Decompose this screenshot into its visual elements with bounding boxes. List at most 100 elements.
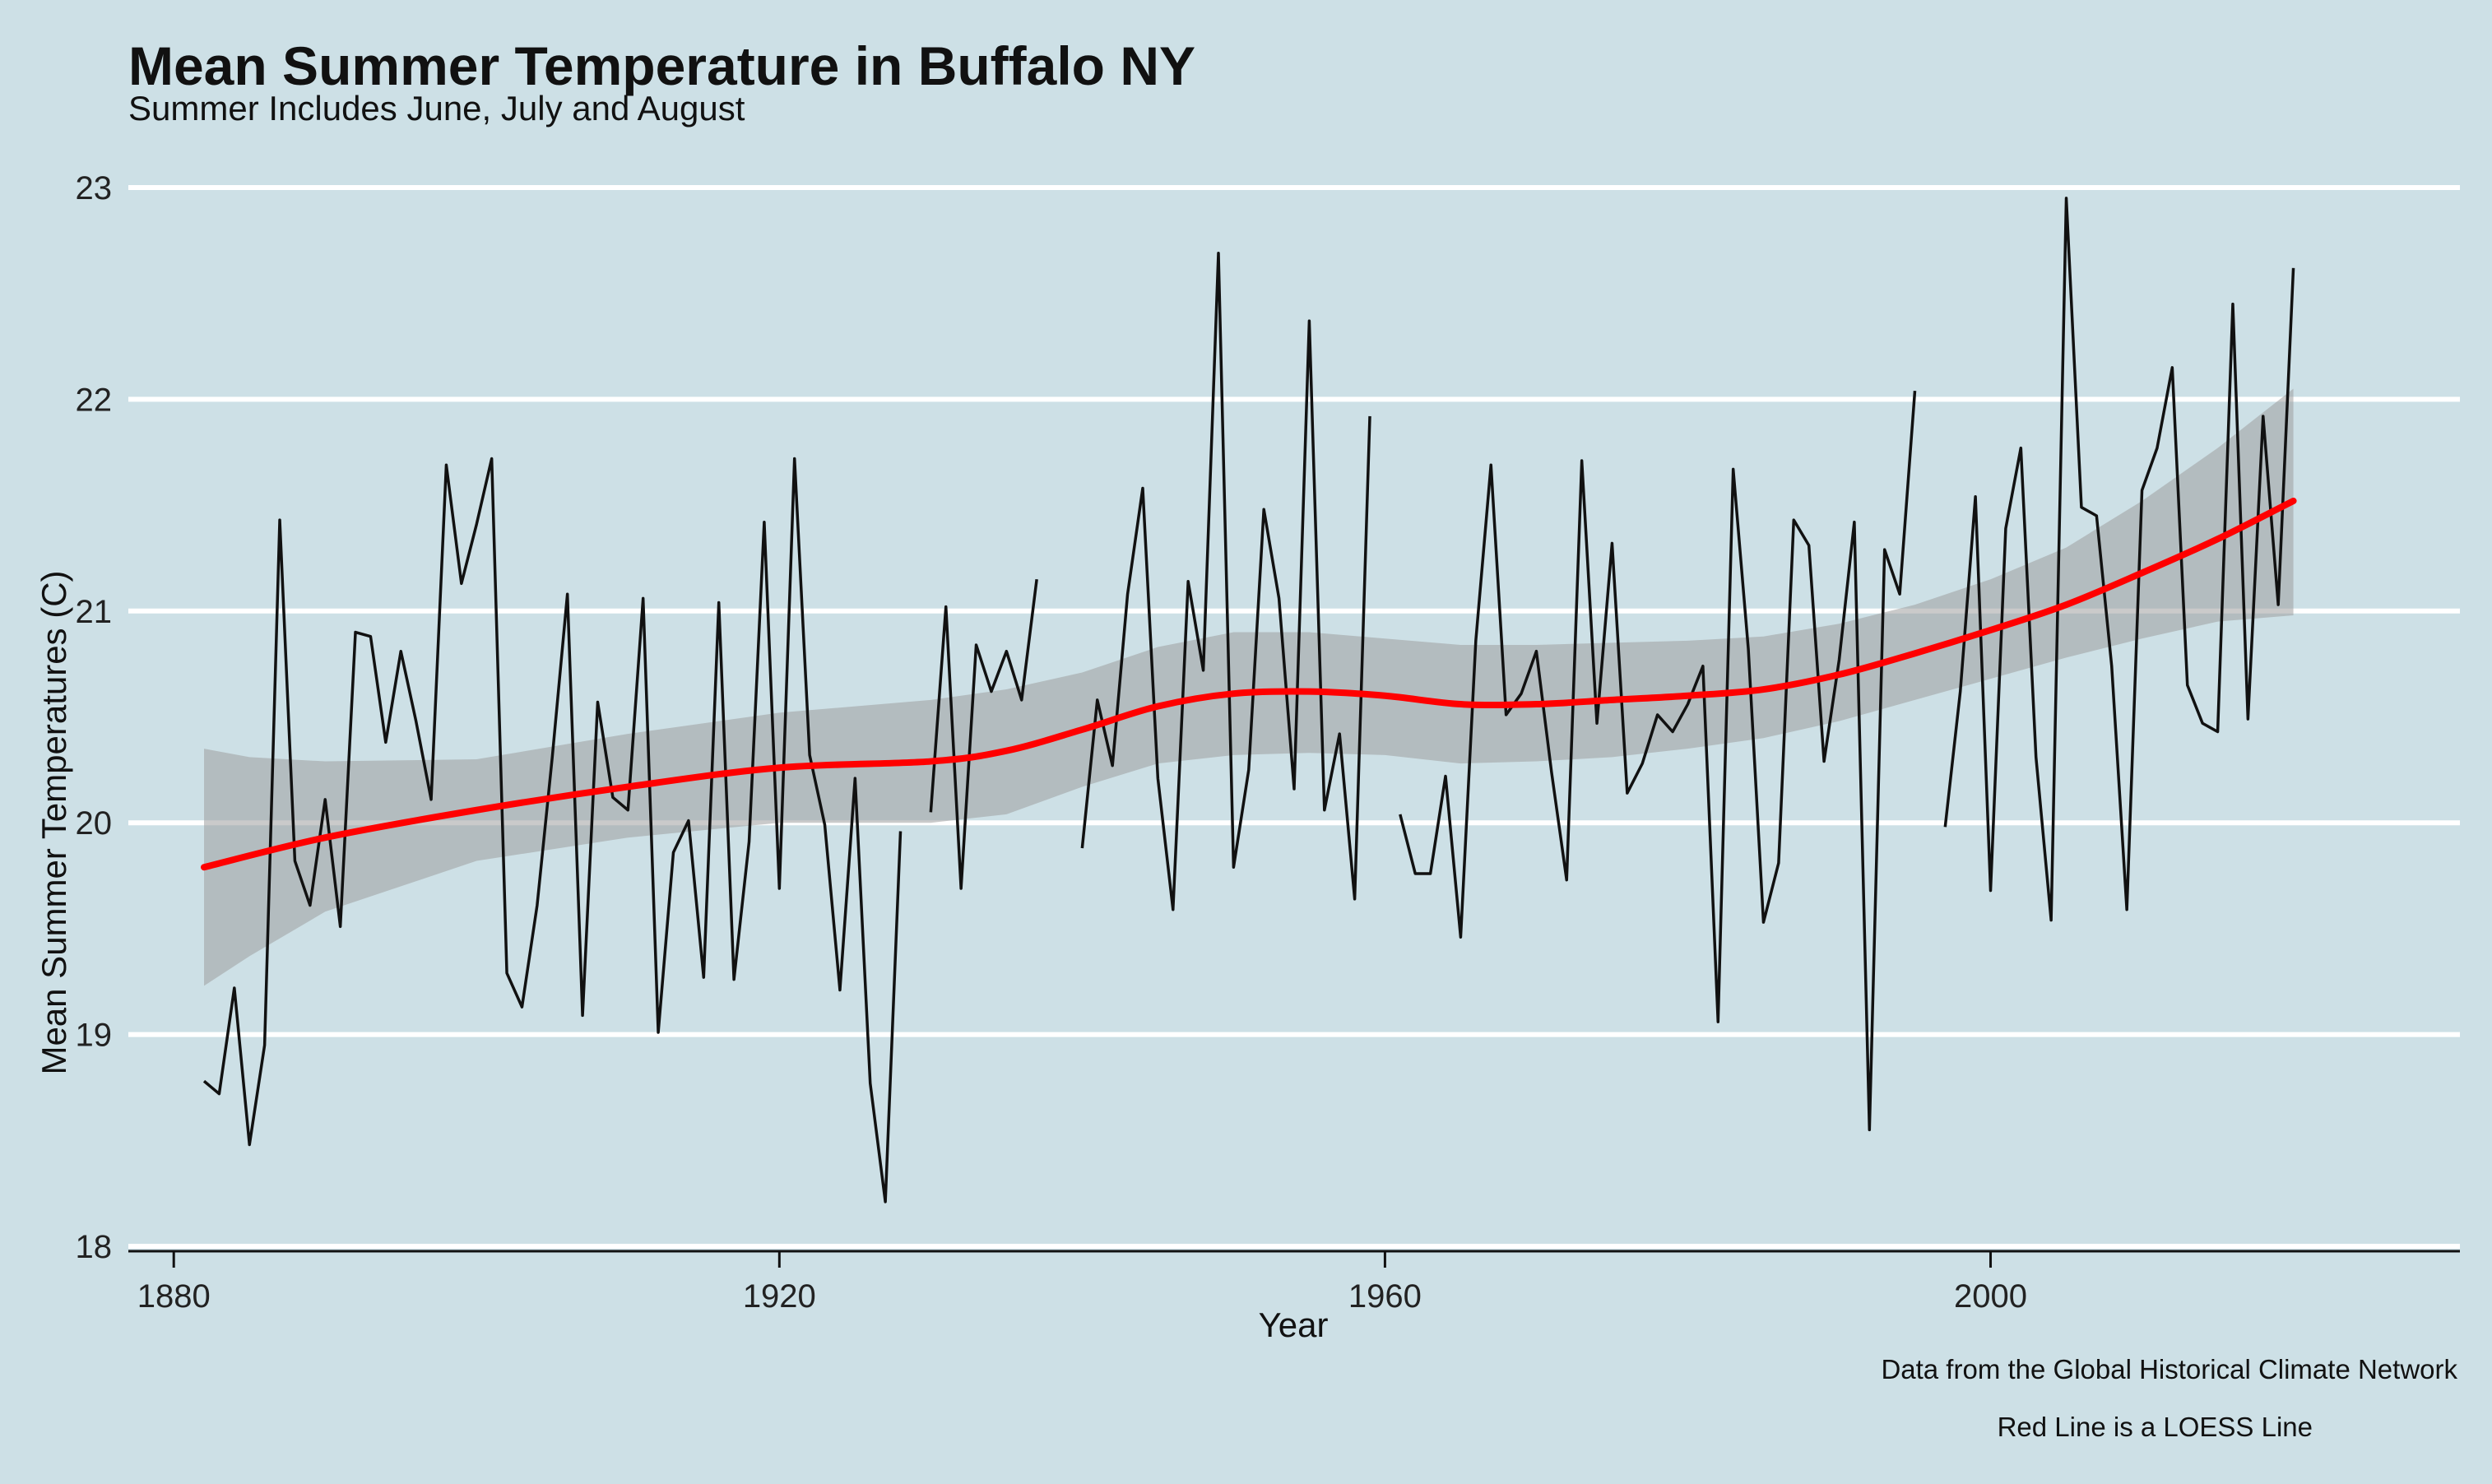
series-layer: [202, 197, 2295, 1203]
data-point-1915: [702, 976, 705, 979]
data-point-1959: [1368, 415, 1371, 418]
data-point-1955: [1307, 319, 1311, 322]
data-point-2015: [2216, 730, 2220, 734]
data-point-1910: [626, 809, 629, 812]
data-point-1943: [1126, 592, 1130, 596]
data-point-1902: [505, 972, 508, 975]
data-point-1905: [550, 755, 554, 758]
data-point-1973: [1580, 459, 1584, 462]
data-point-1976: [1626, 791, 1629, 795]
data-point-1942: [1111, 764, 1114, 768]
data-point-1972: [1565, 879, 1568, 882]
data-point-1920: [777, 887, 781, 890]
data-point-1895: [399, 650, 402, 653]
data-point-1914: [687, 819, 690, 823]
x-tick-label-2000: 2000: [1954, 1278, 2027, 1315]
temperature-line-segment-2: [1080, 252, 1371, 911]
x-tick-label-1920: 1920: [743, 1278, 816, 1315]
data-point-1968: [1505, 713, 1508, 716]
x-tick-label-1880: 1880: [137, 1278, 211, 1315]
temperature-line-segment-3: [1399, 390, 1917, 1132]
data-point-1883: [217, 1092, 220, 1096]
data-point-1992: [1868, 1128, 1871, 1131]
data-point-2011: [2156, 447, 2159, 450]
loess-line: [201, 497, 2297, 871]
data-point-1933: [975, 643, 978, 647]
data-point-1917: [732, 978, 736, 981]
chart-title: Mean Summer Temperature in Buffalo NY: [128, 35, 1196, 96]
data-point-1969: [1520, 692, 1523, 695]
data-point-2002: [2019, 447, 2022, 450]
data-point-1997: [1943, 825, 1947, 828]
data-point-1988: [1808, 544, 1811, 547]
y-tick-label-22: 22: [76, 382, 113, 418]
data-point-1906: [566, 592, 569, 596]
data-point-1930: [929, 810, 932, 814]
caption-source: Data from the Global Historical Climate …: [1881, 1354, 2457, 1384]
data-point-1957: [1338, 732, 1341, 735]
data-point-1898: [444, 463, 448, 466]
data-point-1919: [763, 521, 766, 524]
data-point-1950: [1232, 865, 1235, 869]
temperature-line-segment-0: [202, 457, 903, 1203]
data-point-1923: [824, 823, 827, 827]
data-point-1987: [1792, 518, 1795, 522]
data-point-2007: [2095, 514, 2098, 517]
temperature-line-segment-4: [1943, 197, 2295, 922]
caption-loess-note: Red Line is a LOESS Line: [1997, 1412, 2313, 1442]
data-point-1912: [657, 1031, 660, 1034]
confidence-ribbon-layer: [204, 388, 2294, 986]
data-point-2014: [2201, 721, 2204, 725]
data-point-1908: [596, 700, 599, 703]
data-point-1896: [415, 720, 418, 723]
data-point-2009: [2125, 908, 2128, 911]
y-tick-label-20: 20: [76, 805, 113, 842]
loess-confidence-band: [204, 388, 2294, 986]
data-point-1947: [1186, 580, 1190, 583]
data-point-1927: [884, 1200, 887, 1203]
data-point-1989: [1822, 760, 1826, 763]
data-point-2017: [2246, 717, 2249, 721]
data-point-1964: [1444, 775, 1447, 778]
x-tick-label-1960: 1960: [1348, 1278, 1422, 1315]
data-point-1891: [339, 925, 342, 928]
data-point-1892: [354, 631, 357, 634]
y-axis-title: Mean Summer Temperatures (C): [35, 570, 73, 1074]
data-point-1995: [1914, 389, 1917, 392]
data-point-1887: [278, 518, 281, 522]
data-point-1922: [808, 754, 811, 757]
data-point-1954: [1292, 787, 1296, 791]
data-point-1916: [717, 601, 721, 605]
data-point-1949: [1217, 252, 1220, 255]
loess-layer: [201, 497, 2297, 871]
data-point-1884: [233, 986, 236, 990]
data-point-1956: [1323, 809, 1326, 812]
data-point-2010: [2141, 489, 2144, 492]
data-point-1961: [1399, 813, 1402, 816]
data-point-1984: [1747, 647, 1750, 651]
data-point-1999: [1974, 495, 1977, 499]
data-point-1990: [1837, 658, 1840, 661]
data-point-1900: [475, 522, 478, 526]
data-point-2005: [2065, 197, 2068, 200]
data-point-2012: [2170, 366, 2174, 369]
data-point-1890: [323, 798, 327, 801]
data-point-2004: [2049, 919, 2053, 922]
data-point-1903: [520, 1005, 523, 1009]
data-point-1889: [309, 904, 312, 907]
data-point-2008: [2110, 665, 2114, 668]
data-point-1911: [642, 596, 645, 600]
data-point-1967: [1489, 463, 1492, 466]
data-point-2003: [2035, 755, 2038, 758]
data-point-1926: [869, 1082, 872, 1085]
data-point-1925: [853, 777, 856, 780]
data-point-1909: [611, 795, 615, 799]
data-point-1974: [1595, 721, 1599, 725]
data-point-1928: [899, 829, 903, 832]
data-point-2018: [2262, 415, 2265, 418]
data-point-1994: [1898, 592, 1901, 596]
data-point-2006: [2080, 506, 2083, 509]
data-point-1981: [1701, 665, 1705, 668]
data-point-1934: [990, 690, 993, 693]
